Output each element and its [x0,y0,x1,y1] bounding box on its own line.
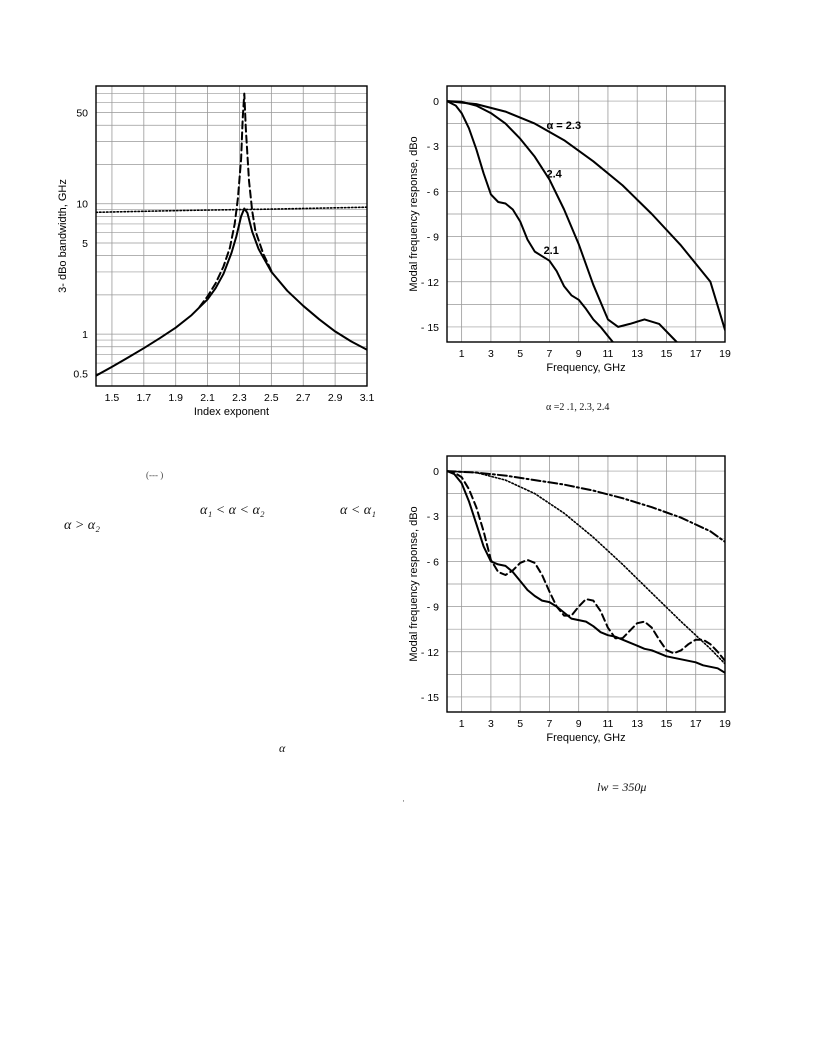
x-axis-label: Index exponent [194,406,269,418]
series-line-3 [96,206,367,214]
x-tick-label: 3.1 [360,392,375,404]
x-tick-label: 2.1 [200,392,215,404]
x-tick-label: 1.9 [168,392,183,404]
x-tick-label: 1.5 [105,392,120,404]
grid [96,85,368,387]
x-tick-label: 2.5 [264,392,279,404]
x-tick-label: 2.7 [296,392,311,404]
y-tick-label: 10 [76,199,88,211]
x-tick-label: 2.3 [232,392,247,404]
reference-mark: (--- ) [146,470,164,480]
series-line-1 [96,207,367,377]
caption-bottom-right: lw = 350μ [597,780,647,794]
y-tick-label: 0.5 [73,368,88,380]
y-tick-label: 5 [82,238,88,250]
x-tick-label: 1.7 [137,392,152,404]
condition-range: α₁ < α < α₂ [200,503,265,518]
y-tick-label: 50 [76,108,88,120]
series-line-2 [198,92,273,308]
x-tick-label: 2.9 [328,392,343,404]
condition-low: α < α₁ [340,503,377,518]
y-tick-label: 1 [82,329,88,341]
stray-dot: · [402,796,405,806]
series-group [96,92,367,377]
plot-frame [95,85,368,387]
condition-high: α > α₂ [64,518,101,533]
caption-top-right: α =2 .1, 2.3, 2.4 [546,402,610,413]
alpha-symbol: α [279,741,286,755]
y-axis-label: 3- dBo bandwidth, GHz [57,179,69,293]
